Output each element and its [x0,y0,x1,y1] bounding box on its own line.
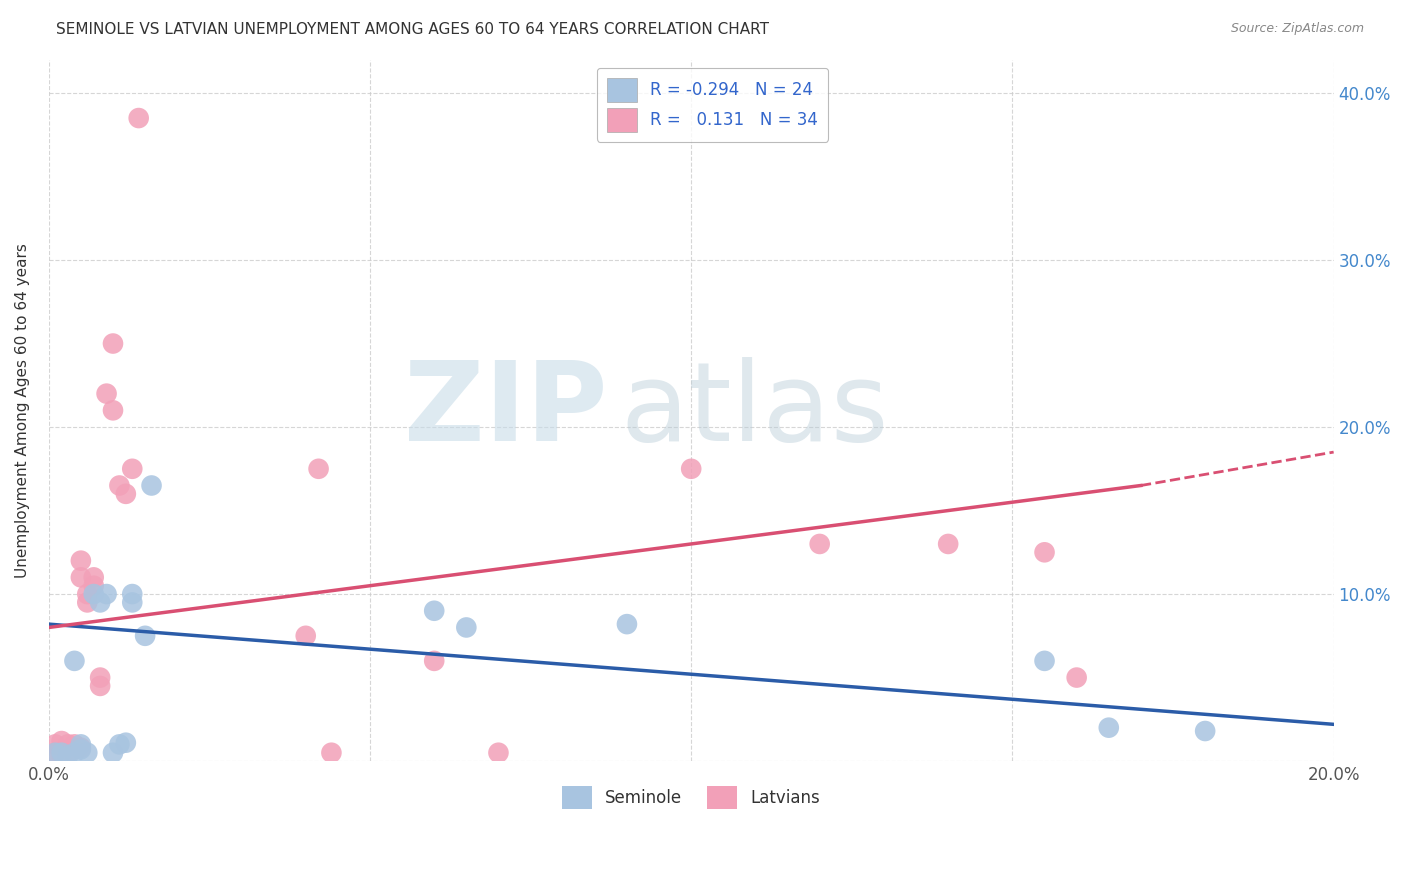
Y-axis label: Unemployment Among Ages 60 to 64 years: Unemployment Among Ages 60 to 64 years [15,243,30,578]
Point [56,749,79,764]
Text: Source: ZipAtlas.com: Source: ZipAtlas.com [1230,22,1364,36]
Point [76,595,98,609]
Point [83,570,105,584]
Point [134,629,156,643]
Point [121,595,143,609]
Point [308,462,330,476]
Point [44,738,66,752]
Point [1033,654,1056,668]
Point [76,587,98,601]
Point [63,742,86,756]
Point [63,654,86,668]
Point [76,746,98,760]
Point [423,604,446,618]
Point [83,579,105,593]
Point [128,111,150,125]
Point [488,746,510,760]
Point [101,403,124,417]
Point [456,620,478,634]
Point [70,738,93,752]
Point [141,478,163,492]
Point [56,746,79,760]
Text: ZIP: ZIP [405,357,607,464]
Point [70,570,93,584]
Point [616,617,638,632]
Point [51,734,73,748]
Point [101,336,124,351]
Point [121,462,143,476]
Point [63,746,86,760]
Point [936,537,959,551]
Point [108,478,131,492]
Point [89,679,111,693]
Text: atlas: atlas [620,357,889,464]
Point [51,746,73,760]
Point [44,746,66,760]
Point [70,740,93,755]
Point [44,746,66,760]
Point [63,738,86,752]
Point [115,736,138,750]
Point [1098,721,1121,735]
Point [115,487,138,501]
Point [121,587,143,601]
Point [101,746,124,760]
Point [1066,671,1088,685]
Point [96,386,118,401]
Point [1033,545,1056,559]
Point [1194,724,1216,739]
Legend: Seminole, Latvians: Seminole, Latvians [555,779,827,816]
Point [83,587,105,601]
Point [321,746,343,760]
Point [51,749,73,764]
Point [96,587,118,601]
Point [681,462,703,476]
Point [89,595,111,609]
Point [70,554,93,568]
Point [70,742,93,756]
Point [808,537,831,551]
Point [423,654,446,668]
Point [56,738,79,752]
Point [89,671,111,685]
Text: SEMINOLE VS LATVIAN UNEMPLOYMENT AMONG AGES 60 TO 64 YEARS CORRELATION CHART: SEMINOLE VS LATVIAN UNEMPLOYMENT AMONG A… [56,22,769,37]
Point [294,629,316,643]
Point [108,738,131,752]
